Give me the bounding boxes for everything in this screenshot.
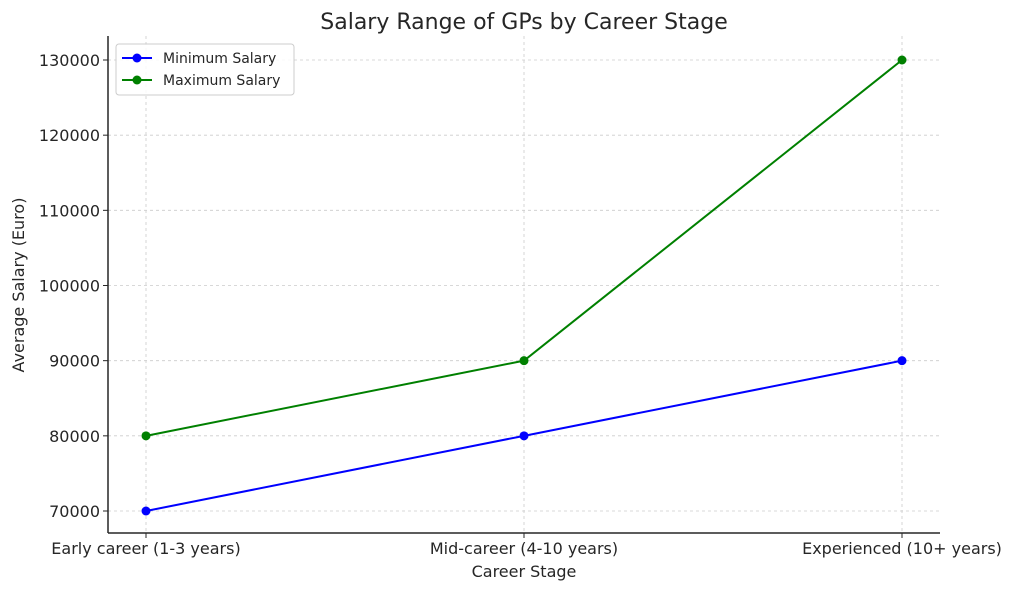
y-tick-label: 80000 [49,427,100,446]
x-axis-label: Career Stage [472,562,577,581]
data-point [897,356,907,366]
legend-item: Minimum Salary [122,51,276,67]
data-point [141,506,151,516]
data-point [141,431,151,441]
grid-lines [108,36,940,533]
data-point [519,356,529,366]
y-tick-label: 110000 [39,201,100,220]
data-point [519,431,529,441]
y-tick-label: 100000 [39,277,100,296]
y-tick-label: 120000 [39,126,100,145]
y-tick-label: 130000 [39,51,100,70]
legend-box [115,43,295,96]
x-axis-ticks: Early career (1-3 years) Mid-career (4-10… [51,533,1002,558]
x-tick-label: Early career (1-3 years) [51,539,240,558]
legend-label: Minimum Salary [163,51,276,67]
legend-item: Maximum Salary [122,73,280,89]
legend: Minimum Salary Maximum Salary [115,43,295,96]
data-series [141,55,907,516]
chart-title: Salary Range of GPs by Career Stage [320,10,727,35]
data-point [897,55,907,65]
legend-label: Maximum Salary [163,73,280,89]
x-tick-label: Experienced (10+ years) [802,539,1002,558]
y-axis-label: Average Salary (Euro) [9,198,28,373]
y-axis-ticks: 70000 80000 90000 100000 110000 120000 130000 [39,51,108,521]
series-minimum-salary [141,356,907,516]
legend-marker-icon [132,53,142,63]
y-tick-label: 90000 [49,352,100,371]
y-tick-label: 70000 [49,502,100,521]
x-tick-label: Mid-career (4-10 years) [430,539,618,558]
series-maximum-salary [141,55,907,441]
legend-marker-icon [132,75,142,85]
